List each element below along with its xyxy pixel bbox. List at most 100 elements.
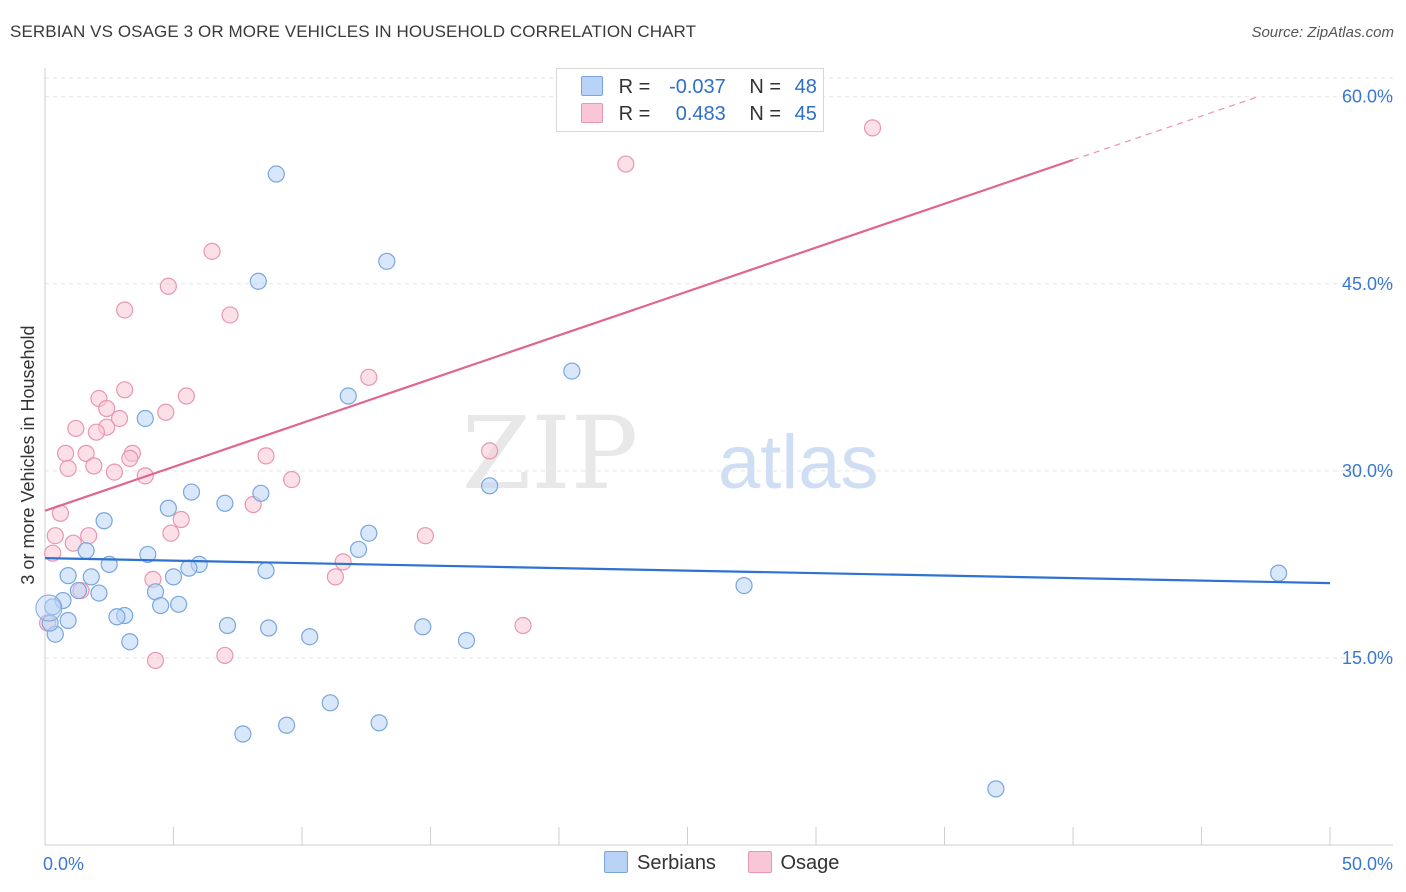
serbians-point-14 [77, 542, 95, 560]
serbians-point-36 [259, 619, 278, 637]
osage-point-34 [416, 527, 434, 545]
serbians-point-10 [159, 499, 177, 517]
osage-point-31 [46, 527, 64, 545]
serbians-point-15 [139, 545, 157, 564]
osage-point-4 [159, 277, 177, 295]
serbians-legend-swatch [604, 851, 628, 873]
serbians-point-33 [108, 608, 126, 626]
serbians-point-13 [349, 540, 368, 559]
r-label: R = [618, 76, 651, 98]
serbians-point-4 [339, 387, 357, 405]
serbians-point-47 [41, 614, 59, 632]
correlation-legend: R = -0.037 N = 48 R = 0.483 N = 45 [556, 68, 824, 132]
serbians-point-6 [481, 477, 499, 495]
watermark: ZIP atlas [462, 395, 879, 512]
serbians-point-35 [218, 616, 237, 635]
serbians-point-30 [152, 596, 170, 615]
osage-point-43 [216, 646, 234, 665]
y-axis-label: 3 or more Vehicles in Household [18, 325, 38, 584]
serbians-point-7 [182, 483, 201, 501]
serbians-point-46 [987, 780, 1005, 798]
osage-point-11 [98, 399, 116, 418]
serbians-point-34 [59, 611, 77, 630]
osage-point-37 [334, 553, 352, 571]
osage-point-25 [105, 463, 123, 481]
serbians-point-25 [69, 581, 88, 600]
osage-point-44 [146, 651, 165, 670]
serbians-point-31 [170, 595, 188, 613]
axes [44, 68, 1393, 846]
legend-item-serbians[interactable]: Serbians [604, 851, 716, 875]
serbians-point-5 [136, 409, 154, 428]
osage-point-8 [116, 381, 134, 399]
chart-source: Source: ZipAtlas.com [1251, 24, 1394, 41]
n-value-osage: 45 [794, 103, 817, 125]
watermark-atlas: atlas [718, 420, 879, 505]
osage-point-14 [67, 419, 85, 438]
n-value-serbians: 48 [794, 76, 817, 98]
osage-point-10 [177, 387, 195, 405]
osage-point-23 [59, 459, 77, 477]
osage-point-22 [481, 442, 499, 460]
osage-legend-swatch [747, 851, 772, 873]
osage-points [38, 103, 882, 670]
osage-point-42 [514, 616, 532, 635]
serbians-swatch [581, 76, 603, 96]
tick-labels: 15.0% 30.0% 45.0% 60.0% 0.0% 50.0% [43, 87, 1393, 874]
osage-point-20 [121, 449, 139, 467]
osage-point-24 [85, 457, 103, 475]
serbians-point-38 [301, 628, 319, 646]
osage-point-12 [157, 403, 175, 421]
osage-point-38 [326, 568, 345, 586]
osage-point-5 [221, 306, 239, 324]
serbians-point-41 [121, 633, 139, 651]
y-tick-label-1: 30.0% [1342, 461, 1393, 481]
serbians-point-1 [249, 272, 267, 290]
serbians-point-45 [234, 725, 252, 743]
serbians-point-11 [95, 512, 113, 530]
legend-item-osage[interactable]: Osage [747, 851, 840, 875]
n-label: N = [749, 76, 782, 98]
osage-point-16 [87, 423, 106, 441]
serbians-point-26 [90, 584, 108, 602]
osage-point-17 [56, 444, 75, 462]
x-tick-label-0: 0.0% [43, 854, 84, 874]
serbians-point-42 [321, 694, 339, 712]
osage-point-18 [77, 444, 95, 462]
serbians-point-20 [59, 567, 77, 585]
serbians-point-23 [735, 576, 753, 595]
serbians-point-37 [414, 618, 432, 636]
osage-point-32 [80, 527, 98, 545]
y-tick-label-3: 60.0% [1342, 87, 1393, 107]
osage-point-27 [283, 470, 301, 489]
legend-label-serbians: Serbians [637, 852, 716, 874]
chart-title: SERBIAN VS OSAGE 3 OR MORE VEHICLES IN H… [10, 22, 697, 41]
osage-point-30 [172, 510, 190, 529]
legend-label-osage: Osage [780, 852, 840, 874]
osage-point-2 [617, 155, 635, 173]
r-value-serbians: -0.037 [669, 76, 726, 98]
y-tick-label-0: 15.0% [1342, 648, 1393, 668]
serbians-point-0 [267, 165, 285, 183]
serbians-point-19 [257, 562, 275, 580]
osage-point-3 [203, 242, 221, 260]
serbians-points [35, 165, 1288, 798]
legend-row-osage: R = 0.483 N = 45 [581, 101, 825, 127]
osage-trend-line-extension [1072, 96, 1259, 161]
serbians-point-29 [44, 598, 62, 616]
osage-point-6 [116, 301, 134, 319]
serbians-point-39 [457, 631, 476, 650]
n-label: N = [749, 103, 782, 125]
osage-point-35 [64, 534, 82, 552]
r-label: R = [618, 103, 651, 125]
osage-point-13 [110, 409, 129, 428]
serbians-point-8 [252, 484, 270, 502]
osage-point-7 [360, 368, 378, 386]
osage-point-21 [257, 447, 275, 465]
trend-lines [44, 96, 1331, 585]
x-tick-label-1: 50.0% [1342, 854, 1393, 874]
osage-trend-line [44, 158, 1074, 512]
serbians-point-cluster [35, 594, 63, 622]
osage-point-33 [162, 524, 180, 542]
